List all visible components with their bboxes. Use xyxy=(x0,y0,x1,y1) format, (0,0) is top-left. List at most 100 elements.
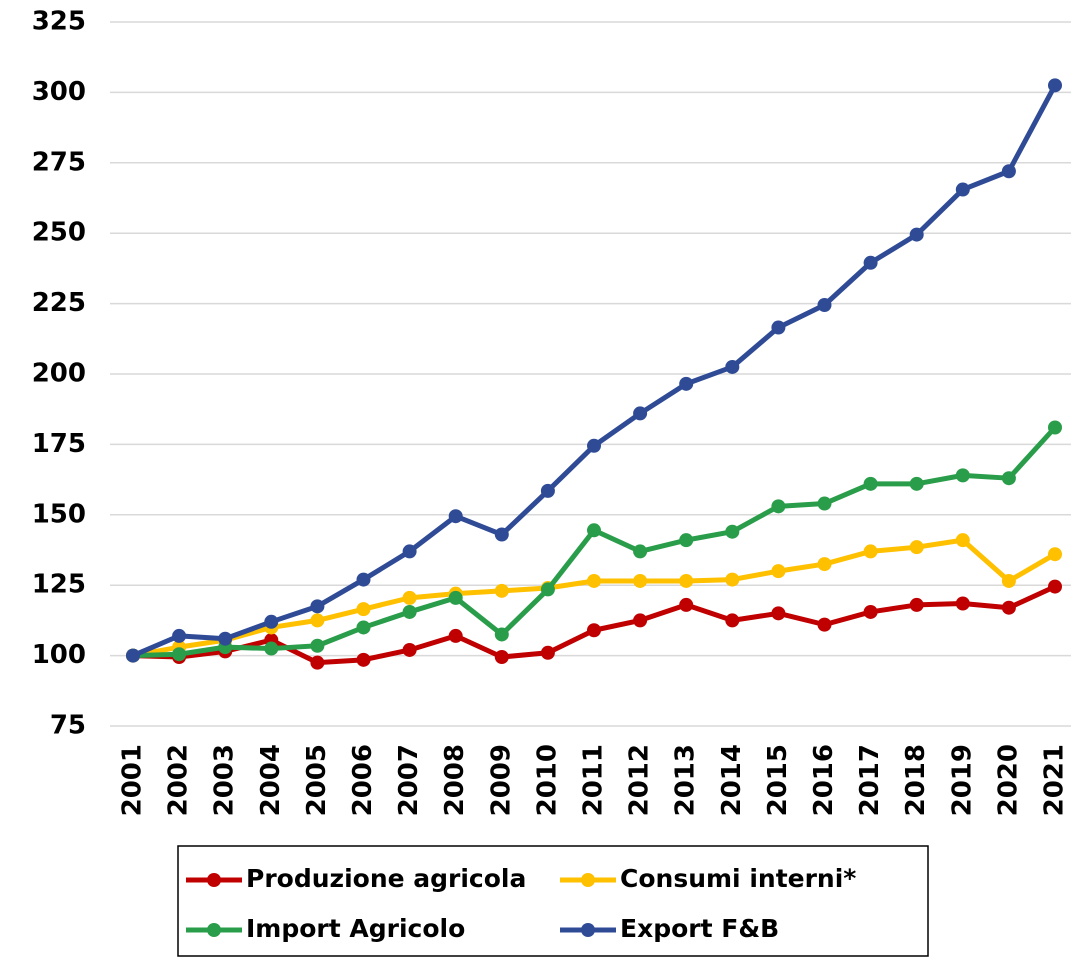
point xyxy=(817,496,832,511)
x-tick-label: 2014 xyxy=(717,744,747,816)
legend-label: Produzione agricola xyxy=(246,864,526,893)
point xyxy=(540,582,555,597)
point xyxy=(679,573,694,588)
point xyxy=(817,557,832,572)
x-tick-label: 2021 xyxy=(1040,744,1070,816)
y-tick-label: 75 xyxy=(50,711,86,741)
point xyxy=(771,499,786,514)
point xyxy=(863,604,878,619)
point xyxy=(494,650,509,665)
point xyxy=(540,483,555,498)
y-tick-label: 225 xyxy=(32,288,86,318)
y-tick-label: 250 xyxy=(32,218,86,248)
legend-label: Consumi interni* xyxy=(620,864,856,893)
point xyxy=(402,590,417,605)
point xyxy=(540,645,555,660)
point xyxy=(310,638,325,653)
legend-marker xyxy=(207,923,221,937)
point xyxy=(310,655,325,670)
point xyxy=(955,468,970,483)
series-line xyxy=(132,84,1058,658)
point xyxy=(863,544,878,559)
point xyxy=(172,647,187,662)
point xyxy=(1048,547,1062,562)
x-tick-label: 2016 xyxy=(809,744,839,816)
point xyxy=(448,628,463,643)
point xyxy=(955,182,970,197)
point xyxy=(771,320,786,335)
point xyxy=(863,255,878,270)
point xyxy=(771,564,786,579)
x-tick-label: 2007 xyxy=(394,744,424,816)
x-tick-label: 2018 xyxy=(901,744,931,816)
x-tick-label: 2020 xyxy=(993,744,1023,816)
point xyxy=(402,642,417,657)
legend-marker xyxy=(581,923,595,937)
x-tick-label: 2019 xyxy=(947,744,977,816)
point xyxy=(1048,579,1062,594)
x-tick-label: 2006 xyxy=(348,744,378,816)
x-tick-label: 2001 xyxy=(118,744,148,816)
point xyxy=(1001,471,1016,486)
point xyxy=(1048,78,1062,93)
legend-label: Export F&B xyxy=(620,914,779,943)
point xyxy=(494,583,509,598)
point xyxy=(633,406,648,421)
point xyxy=(863,476,878,491)
point xyxy=(264,614,279,629)
point xyxy=(494,527,509,542)
point xyxy=(909,540,924,555)
point xyxy=(633,613,648,628)
x-tick-label: 2004 xyxy=(256,744,286,816)
point xyxy=(909,476,924,491)
x-tick-label: 2010 xyxy=(532,744,562,816)
legend-label: Import Agricolo xyxy=(246,914,465,943)
point xyxy=(955,533,970,548)
point xyxy=(909,227,924,242)
point xyxy=(494,627,509,642)
x-tick-label: 2003 xyxy=(210,744,240,816)
point xyxy=(356,652,371,667)
point xyxy=(587,623,601,638)
point xyxy=(264,641,279,656)
point xyxy=(725,359,740,374)
point xyxy=(955,596,970,611)
y-tick-label: 150 xyxy=(32,499,86,529)
point xyxy=(679,376,694,391)
legend-box xyxy=(177,845,929,957)
point xyxy=(1048,420,1062,435)
y-tick-label: 200 xyxy=(32,359,86,389)
point xyxy=(126,648,140,663)
x-tick-label: 2017 xyxy=(855,744,885,816)
y-tick-label: 100 xyxy=(32,640,86,670)
point xyxy=(218,631,233,646)
point xyxy=(633,544,648,559)
point xyxy=(679,533,694,548)
point xyxy=(817,617,832,632)
point xyxy=(587,438,601,453)
point xyxy=(356,620,371,635)
point xyxy=(448,590,463,605)
point xyxy=(817,298,832,313)
point xyxy=(587,523,601,538)
x-tick-label: 2008 xyxy=(440,744,470,816)
point xyxy=(1001,600,1016,615)
x-tick-label: 2013 xyxy=(671,744,701,816)
legend-marker xyxy=(207,873,221,887)
point xyxy=(1001,164,1016,179)
x-tick-label: 2015 xyxy=(763,744,793,816)
point xyxy=(172,628,187,643)
point xyxy=(771,606,786,621)
y-tick-label: 325 xyxy=(32,7,86,37)
point xyxy=(310,599,325,614)
point xyxy=(402,544,417,559)
legend-marker xyxy=(581,873,595,887)
y-tick-label: 300 xyxy=(32,77,86,107)
x-tick-label: 2009 xyxy=(486,744,516,816)
point xyxy=(633,573,648,588)
point xyxy=(725,613,740,628)
point xyxy=(725,524,740,539)
x-tick-label: 2005 xyxy=(302,744,332,816)
point xyxy=(310,613,325,628)
